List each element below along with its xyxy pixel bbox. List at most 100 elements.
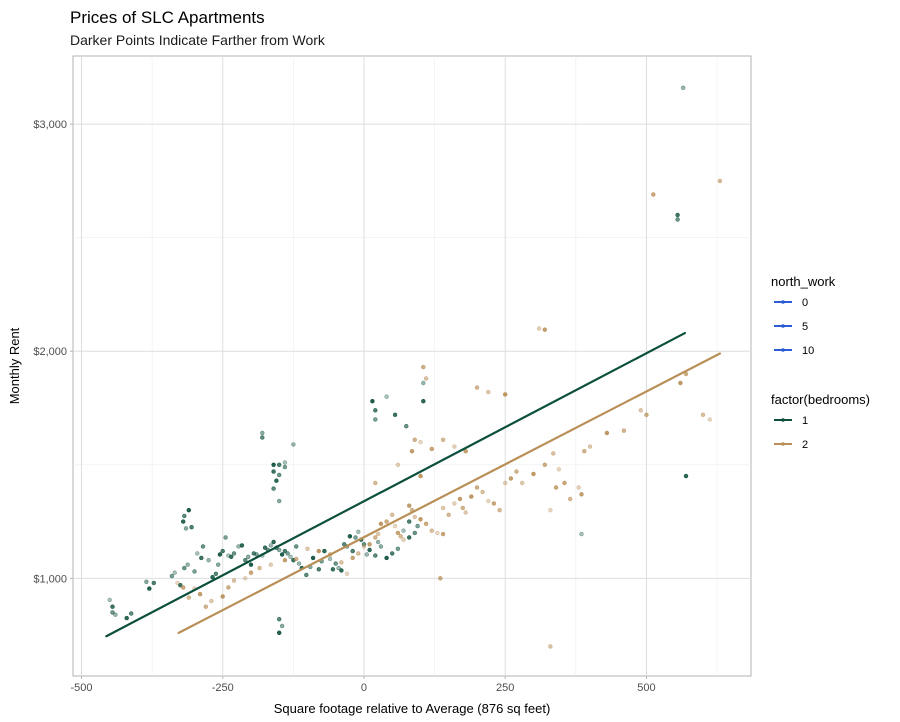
scatter-point-bedrooms-2 — [181, 585, 186, 590]
y-tick-label: $2,000 — [33, 346, 67, 358]
scatter-point-bedrooms-1 — [279, 552, 285, 557]
scatter-point-bedrooms-1 — [407, 535, 412, 540]
scatter-point-bedrooms-1 — [124, 615, 129, 621]
scatter-point-bedrooms-2 — [423, 521, 429, 526]
scatter-point-bedrooms-1 — [181, 519, 186, 524]
scatter-point-bedrooms-1 — [347, 534, 353, 539]
scatter-point-bedrooms-2 — [440, 437, 446, 442]
scatter-point-bedrooms-1 — [282, 464, 288, 470]
scatter-point-bedrooms-1 — [392, 412, 398, 417]
scatter-point-bedrooms-2 — [367, 542, 372, 547]
scatter-point-bedrooms-2 — [373, 535, 378, 540]
x-tick-label: 500 — [637, 682, 655, 694]
scatter-point-bedrooms-1 — [288, 554, 293, 559]
scatter-point-bedrooms-2 — [418, 473, 423, 479]
scatter-point-bedrooms-1 — [246, 554, 251, 559]
legend-key-point — [781, 442, 785, 446]
scatter-point-bedrooms-1 — [350, 548, 355, 554]
scatter-point-bedrooms-2 — [548, 644, 553, 649]
scatter-point-bedrooms-1 — [262, 545, 268, 550]
legend-title: factor(bedrooms) — [771, 392, 870, 407]
scatter-point-bedrooms-1 — [304, 572, 309, 578]
scatter-point-bedrooms-2 — [460, 505, 465, 511]
scatter-point-bedrooms-1 — [412, 530, 417, 536]
scatter-point-bedrooms-2 — [651, 192, 656, 197]
scatter-point-bedrooms-1 — [683, 473, 689, 479]
scatter-point-bedrooms-2 — [717, 178, 723, 184]
scatter-point-bedrooms-2 — [480, 489, 485, 495]
scatter-point-bedrooms-1 — [144, 579, 149, 584]
scatter-point-bedrooms-2 — [401, 537, 406, 542]
scatter-point-bedrooms-2 — [375, 531, 381, 537]
fit-lines — [105, 331, 722, 638]
scatter-point-bedrooms-2 — [548, 508, 553, 513]
scatter-point-bedrooms-2 — [421, 364, 426, 370]
scatter-point-bedrooms-1 — [260, 435, 265, 440]
legend-label: 5 — [802, 321, 808, 333]
scatter-point-bedrooms-2 — [243, 576, 248, 581]
scatter-point-bedrooms-2 — [474, 485, 480, 490]
scatter-point-bedrooms-2 — [551, 451, 556, 456]
legend-label: 2 — [802, 439, 808, 451]
legend-label: 1 — [802, 415, 808, 427]
scatter-point-bedrooms-1 — [199, 555, 204, 561]
scatter-point-bedrooms-1 — [401, 528, 406, 533]
scatter-point-bedrooms-1 — [282, 548, 288, 554]
scatter-point-bedrooms-1 — [243, 557, 248, 563]
scatter-point-bedrooms-1 — [220, 548, 225, 554]
scatter-point-bedrooms-1 — [195, 551, 200, 556]
scatter-point-bedrooms-2 — [305, 546, 310, 551]
scatter-point-bedrooms-2 — [486, 498, 491, 504]
legend-key-point — [781, 418, 785, 422]
scatter-point-bedrooms-2 — [587, 444, 593, 449]
legend-label: 10 — [802, 345, 814, 357]
scatter-point-bedrooms-1 — [675, 217, 680, 222]
scatter-point-bedrooms-2 — [429, 528, 434, 533]
scatter-point-bedrooms-1 — [271, 469, 276, 474]
scatter-point-bedrooms-1 — [322, 548, 327, 554]
scatter-point-bedrooms-2 — [395, 530, 401, 536]
y-tick-label: $1,000 — [33, 573, 67, 585]
scatter-point-bedrooms-1 — [407, 519, 412, 524]
scatter-point-bedrooms-2 — [361, 544, 367, 549]
scatter-point-bedrooms-2 — [707, 417, 712, 422]
scatter-point-bedrooms-2 — [440, 505, 446, 511]
scatter-point-bedrooms-1 — [353, 535, 358, 540]
scatter-point-bedrooms-1 — [206, 557, 211, 563]
scatter-point-bedrooms-1 — [147, 586, 152, 591]
scatter-point-bedrooms-1 — [404, 424, 409, 429]
scatter-point-bedrooms-2 — [621, 428, 627, 433]
scatter-point-bedrooms-2 — [418, 517, 423, 522]
scatter-point-bedrooms-1 — [113, 612, 118, 617]
scatter-point-bedrooms-1 — [370, 399, 375, 404]
scatter-point-bedrooms-2 — [438, 576, 443, 581]
scatter-point-bedrooms-1 — [277, 630, 282, 635]
scatter-point-bedrooms-2 — [407, 503, 412, 508]
scatter-point-bedrooms-1 — [277, 472, 282, 478]
scatter-point-bedrooms-1 — [182, 565, 187, 571]
scatter-point-bedrooms-2 — [412, 514, 417, 520]
legend-label: 0 — [802, 297, 808, 309]
fit-line-bedrooms-2 — [177, 352, 722, 634]
scatter-point-bedrooms-1 — [294, 544, 299, 549]
scatter-point-bedrooms-1 — [189, 524, 194, 530]
scatter-point-bedrooms-1 — [260, 430, 265, 436]
scatter-point-bedrooms-1 — [185, 562, 190, 567]
scatter-point-bedrooms-2 — [542, 462, 547, 467]
scatter-point-bedrooms-1 — [182, 513, 187, 519]
scatter-point-bedrooms-2 — [231, 578, 237, 583]
scatter-point-bedrooms-1 — [390, 551, 395, 556]
scatter-point-bedrooms-1 — [217, 552, 223, 557]
fit-line-bedrooms-1 — [105, 331, 686, 638]
scatter-point-bedrooms-1 — [395, 546, 401, 551]
scatter-point-bedrooms-1 — [675, 212, 680, 218]
scatter-point-bedrooms-2 — [412, 437, 417, 442]
y-axis-title: Monthly Rent — [7, 327, 22, 404]
legend-key-point — [781, 324, 785, 328]
scatter-point-bedrooms-1 — [296, 561, 302, 566]
x-tick-label: 250 — [496, 682, 514, 694]
scatter-point-bedrooms-1 — [361, 542, 367, 547]
scatter-point-bedrooms-1 — [367, 547, 372, 553]
scatter-point-bedrooms-1 — [110, 604, 115, 609]
chart-subtitle: Darker Points Indicate Farther from Work — [70, 32, 326, 48]
